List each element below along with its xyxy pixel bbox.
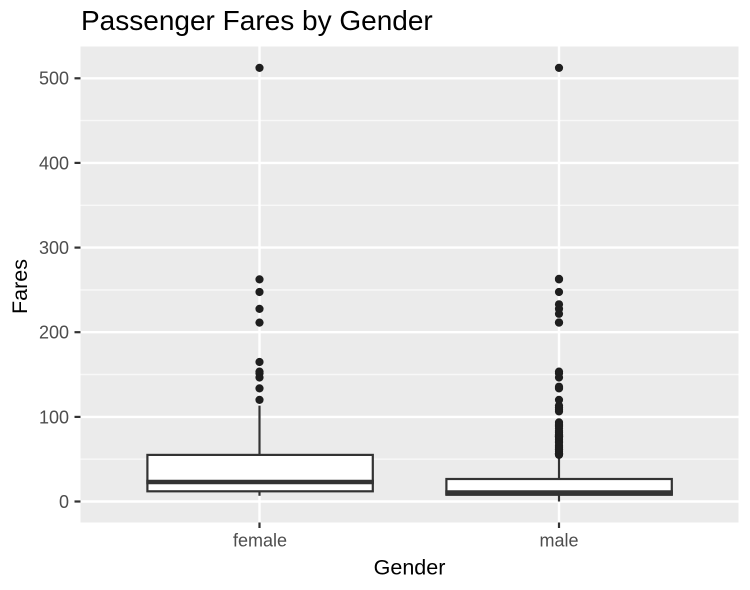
svg-text:200: 200 [39,323,69,343]
svg-text:400: 400 [39,153,69,173]
svg-text:300: 300 [39,238,69,258]
svg-text:100: 100 [39,407,69,427]
svg-text:Fares: Fares [8,259,32,314]
svg-text:male: male [539,531,578,551]
svg-text:0: 0 [59,492,69,512]
svg-text:500: 500 [39,69,69,89]
svg-text:Passenger Fares by Gender: Passenger Fares by Gender [81,5,433,36]
svg-text:Gender: Gender [374,556,446,580]
svg-text:female: female [233,531,287,551]
